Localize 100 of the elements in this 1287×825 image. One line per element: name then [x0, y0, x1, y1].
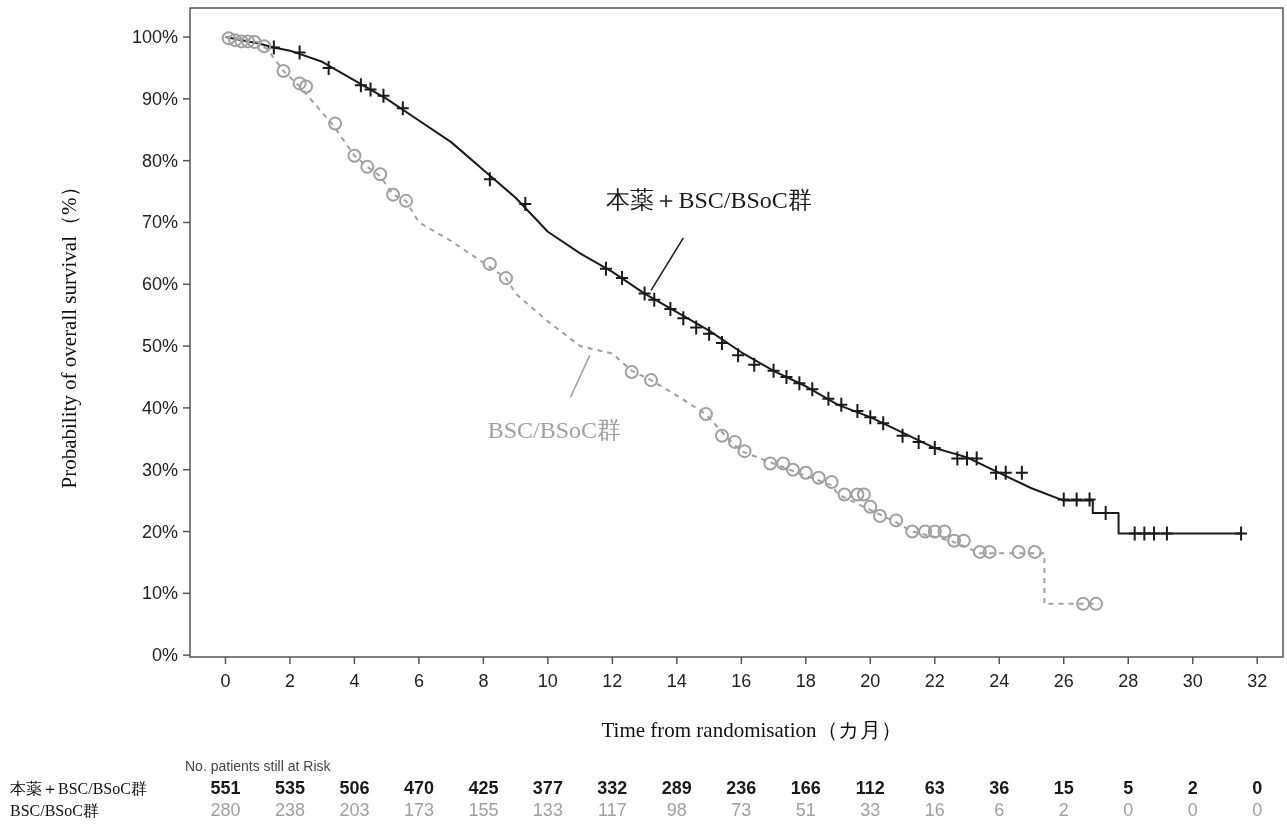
point [792, 375, 807, 392]
point [373, 167, 388, 182]
x-tick-label: 28 [1118, 671, 1139, 691]
y-tick-label: 60% [141, 274, 178, 295]
point [972, 544, 987, 559]
point [969, 450, 984, 467]
point [676, 310, 691, 327]
point [257, 39, 272, 54]
point [1147, 525, 1162, 542]
point [1089, 596, 1103, 611]
point [905, 524, 920, 539]
point [363, 81, 378, 98]
point [1056, 491, 1071, 508]
point [276, 64, 291, 79]
point [956, 533, 971, 548]
point [221, 31, 236, 46]
point [731, 347, 746, 364]
point [663, 301, 678, 318]
y-tick-label: 70% [141, 212, 178, 233]
y-axis-title: Probability of overall survival（%） [57, 176, 81, 489]
point [292, 44, 307, 61]
point [850, 403, 865, 419]
point [821, 390, 836, 407]
point [299, 79, 314, 94]
point [824, 475, 839, 490]
point [911, 433, 926, 450]
text: 280 238 203 173 155 133 117 98 73 51 33 16 6 2 0 0 0 [210, 800, 1263, 820]
x-tick-label: 12 [602, 671, 623, 691]
x-tick-label: 4 [349, 671, 360, 691]
x-tick-label: 32 [1247, 671, 1268, 691]
y-tick-label: 10% [141, 583, 178, 604]
point [1234, 525, 1249, 542]
x-tick-label: 10 [537, 671, 558, 691]
point [834, 396, 849, 413]
point [863, 499, 878, 514]
point [876, 415, 891, 432]
x-tick-label: 16 [731, 671, 752, 691]
point [228, 33, 243, 48]
point [1069, 491, 1084, 508]
point [727, 434, 742, 449]
point [737, 444, 752, 459]
point [328, 116, 343, 131]
point [624, 365, 639, 380]
point [399, 193, 414, 208]
point [856, 487, 871, 502]
point [763, 456, 778, 471]
x-axis-title: Time from randomisation（カ月） [601, 718, 902, 742]
point [714, 335, 729, 352]
point [241, 34, 256, 49]
point [779, 369, 794, 385]
text: BSC/BSoC群 [10, 802, 99, 819]
point [1076, 596, 1091, 611]
point [805, 381, 820, 398]
y-tick-label: 40% [141, 397, 178, 418]
point [998, 464, 1013, 481]
y-tick-label: 100% [131, 27, 178, 48]
point [360, 159, 375, 174]
point [927, 440, 942, 457]
text: 本薬＋BSC/BSoC群 [10, 780, 147, 797]
y-tick-label: 90% [141, 88, 178, 109]
point [347, 148, 362, 163]
x-tick-label: 2 [284, 671, 295, 691]
point [927, 524, 942, 539]
point [702, 325, 717, 342]
point [714, 428, 729, 443]
point [498, 271, 513, 286]
point [1082, 491, 1097, 508]
point [1011, 544, 1026, 559]
x-tick-label: 26 [1053, 671, 1074, 691]
point [1159, 525, 1174, 542]
point [615, 270, 630, 287]
point [266, 39, 281, 56]
point [292, 76, 307, 91]
y-tick-label: 30% [141, 459, 178, 480]
point [918, 524, 933, 539]
point [747, 356, 762, 373]
x-tick-label: 30 [1182, 671, 1203, 691]
point [895, 427, 910, 444]
point [863, 409, 878, 426]
point [947, 533, 962, 548]
point [698, 407, 713, 422]
point [386, 187, 401, 202]
x-tick-label: 24 [989, 671, 1010, 691]
x-tick-label: 22 [924, 671, 945, 691]
point [1014, 464, 1029, 481]
legend-label: BSC/BSoC群 [487, 417, 622, 444]
y-tick-label: 0% [151, 645, 178, 666]
point [518, 195, 533, 212]
text: No. patients still at Risk [185, 758, 332, 774]
x-tick-label: 18 [795, 671, 816, 691]
point [811, 470, 826, 485]
point [395, 100, 410, 117]
point [850, 487, 865, 502]
x-tick-label: 14 [666, 671, 687, 691]
point [776, 456, 791, 471]
point [689, 319, 704, 336]
x-tick-label: 6 [413, 671, 424, 691]
point [785, 462, 800, 477]
point [234, 34, 249, 49]
x-tick-label: 0 [220, 671, 231, 691]
